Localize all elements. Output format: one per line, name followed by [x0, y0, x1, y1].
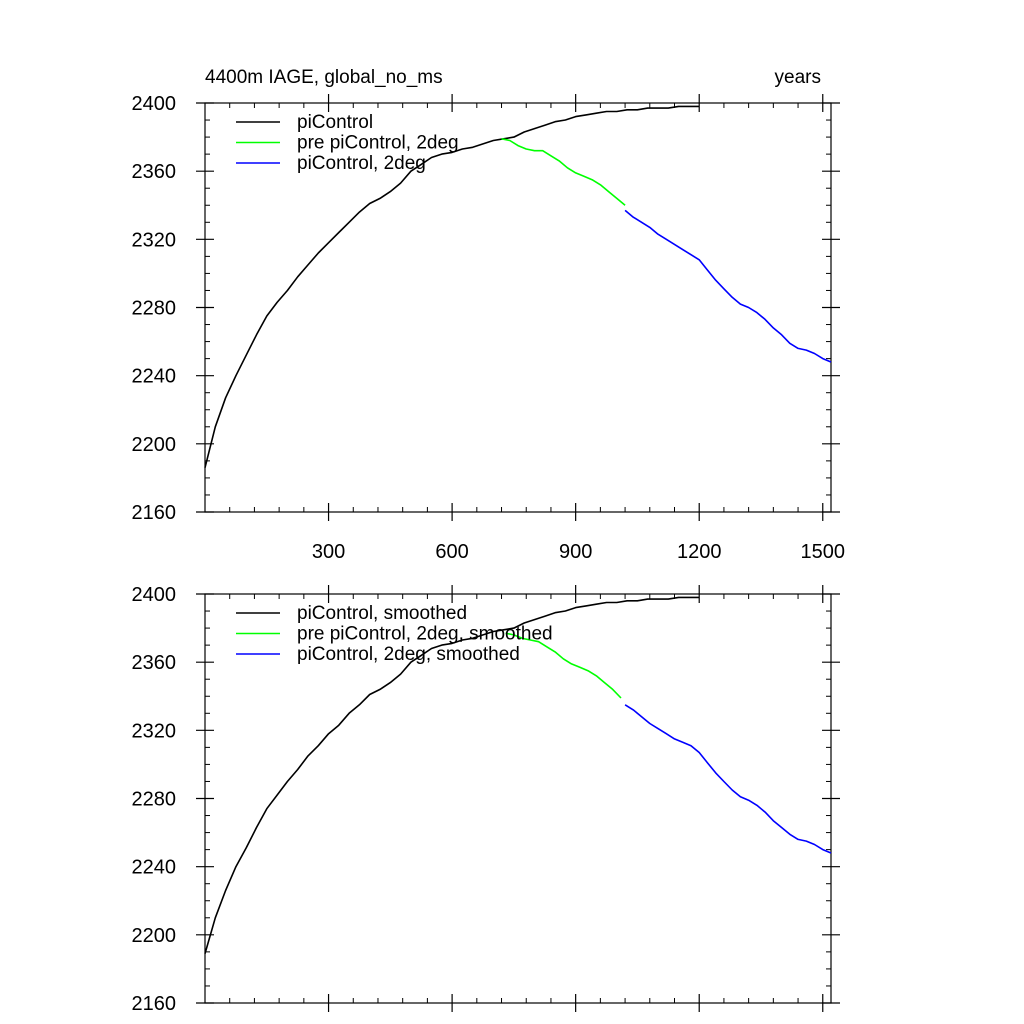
x-tick-label: 900: [559, 541, 592, 563]
top-panel: 4400m IAGE, global_no_ms years 2160 2200 224…: [132, 67, 846, 563]
x-tick-label: 1200: [677, 541, 722, 563]
bottom-panel: 2160 2200 2240 2280 2320 2360 2400 piControl, s…: [132, 584, 840, 1015]
y-tick-label: 2200: [132, 434, 177, 456]
y-tick-label: 2200: [132, 925, 177, 947]
legend-label: piControl, 2deg: [297, 153, 426, 174]
series-line: [624, 704, 832, 854]
y-tick-label: 2400: [132, 93, 177, 115]
chart-title-right: years: [775, 67, 821, 88]
legend-label: piControl, smoothed: [297, 603, 467, 624]
series-line: [505, 632, 622, 699]
x-tick-label: 600: [435, 541, 468, 563]
series-line: [501, 138, 626, 206]
legend-label: pre piControl, 2deg, smoothed: [297, 624, 553, 645]
y-tick-label: 2360: [132, 161, 177, 183]
x-tick-label: 300: [312, 541, 345, 563]
legend-label: piControl: [297, 112, 373, 133]
y-tick-label: 2360: [132, 652, 177, 674]
legend-label: pre piControl, 2deg: [297, 133, 459, 154]
y-tick-label: 2400: [132, 584, 177, 606]
y-tick-label: 2280: [132, 298, 177, 320]
x-tick-label: 1500: [801, 541, 846, 563]
series-line: [204, 105, 700, 468]
y-tick-label: 2240: [132, 857, 177, 879]
legend-label: piControl, 2deg, smoothed: [297, 644, 520, 665]
y-tick-label: 2320: [132, 229, 177, 251]
y-tick-label: 2240: [132, 366, 177, 388]
series-line: [204, 596, 700, 954]
chart-title-left: 4400m IAGE, global_no_ms: [205, 67, 443, 88]
y-tick-label: 2160: [132, 993, 177, 1015]
series-line: [624, 209, 832, 363]
y-tick-label: 2160: [132, 502, 177, 524]
y-tick-label: 2280: [132, 789, 177, 811]
y-tick-label: 2320: [132, 720, 177, 742]
